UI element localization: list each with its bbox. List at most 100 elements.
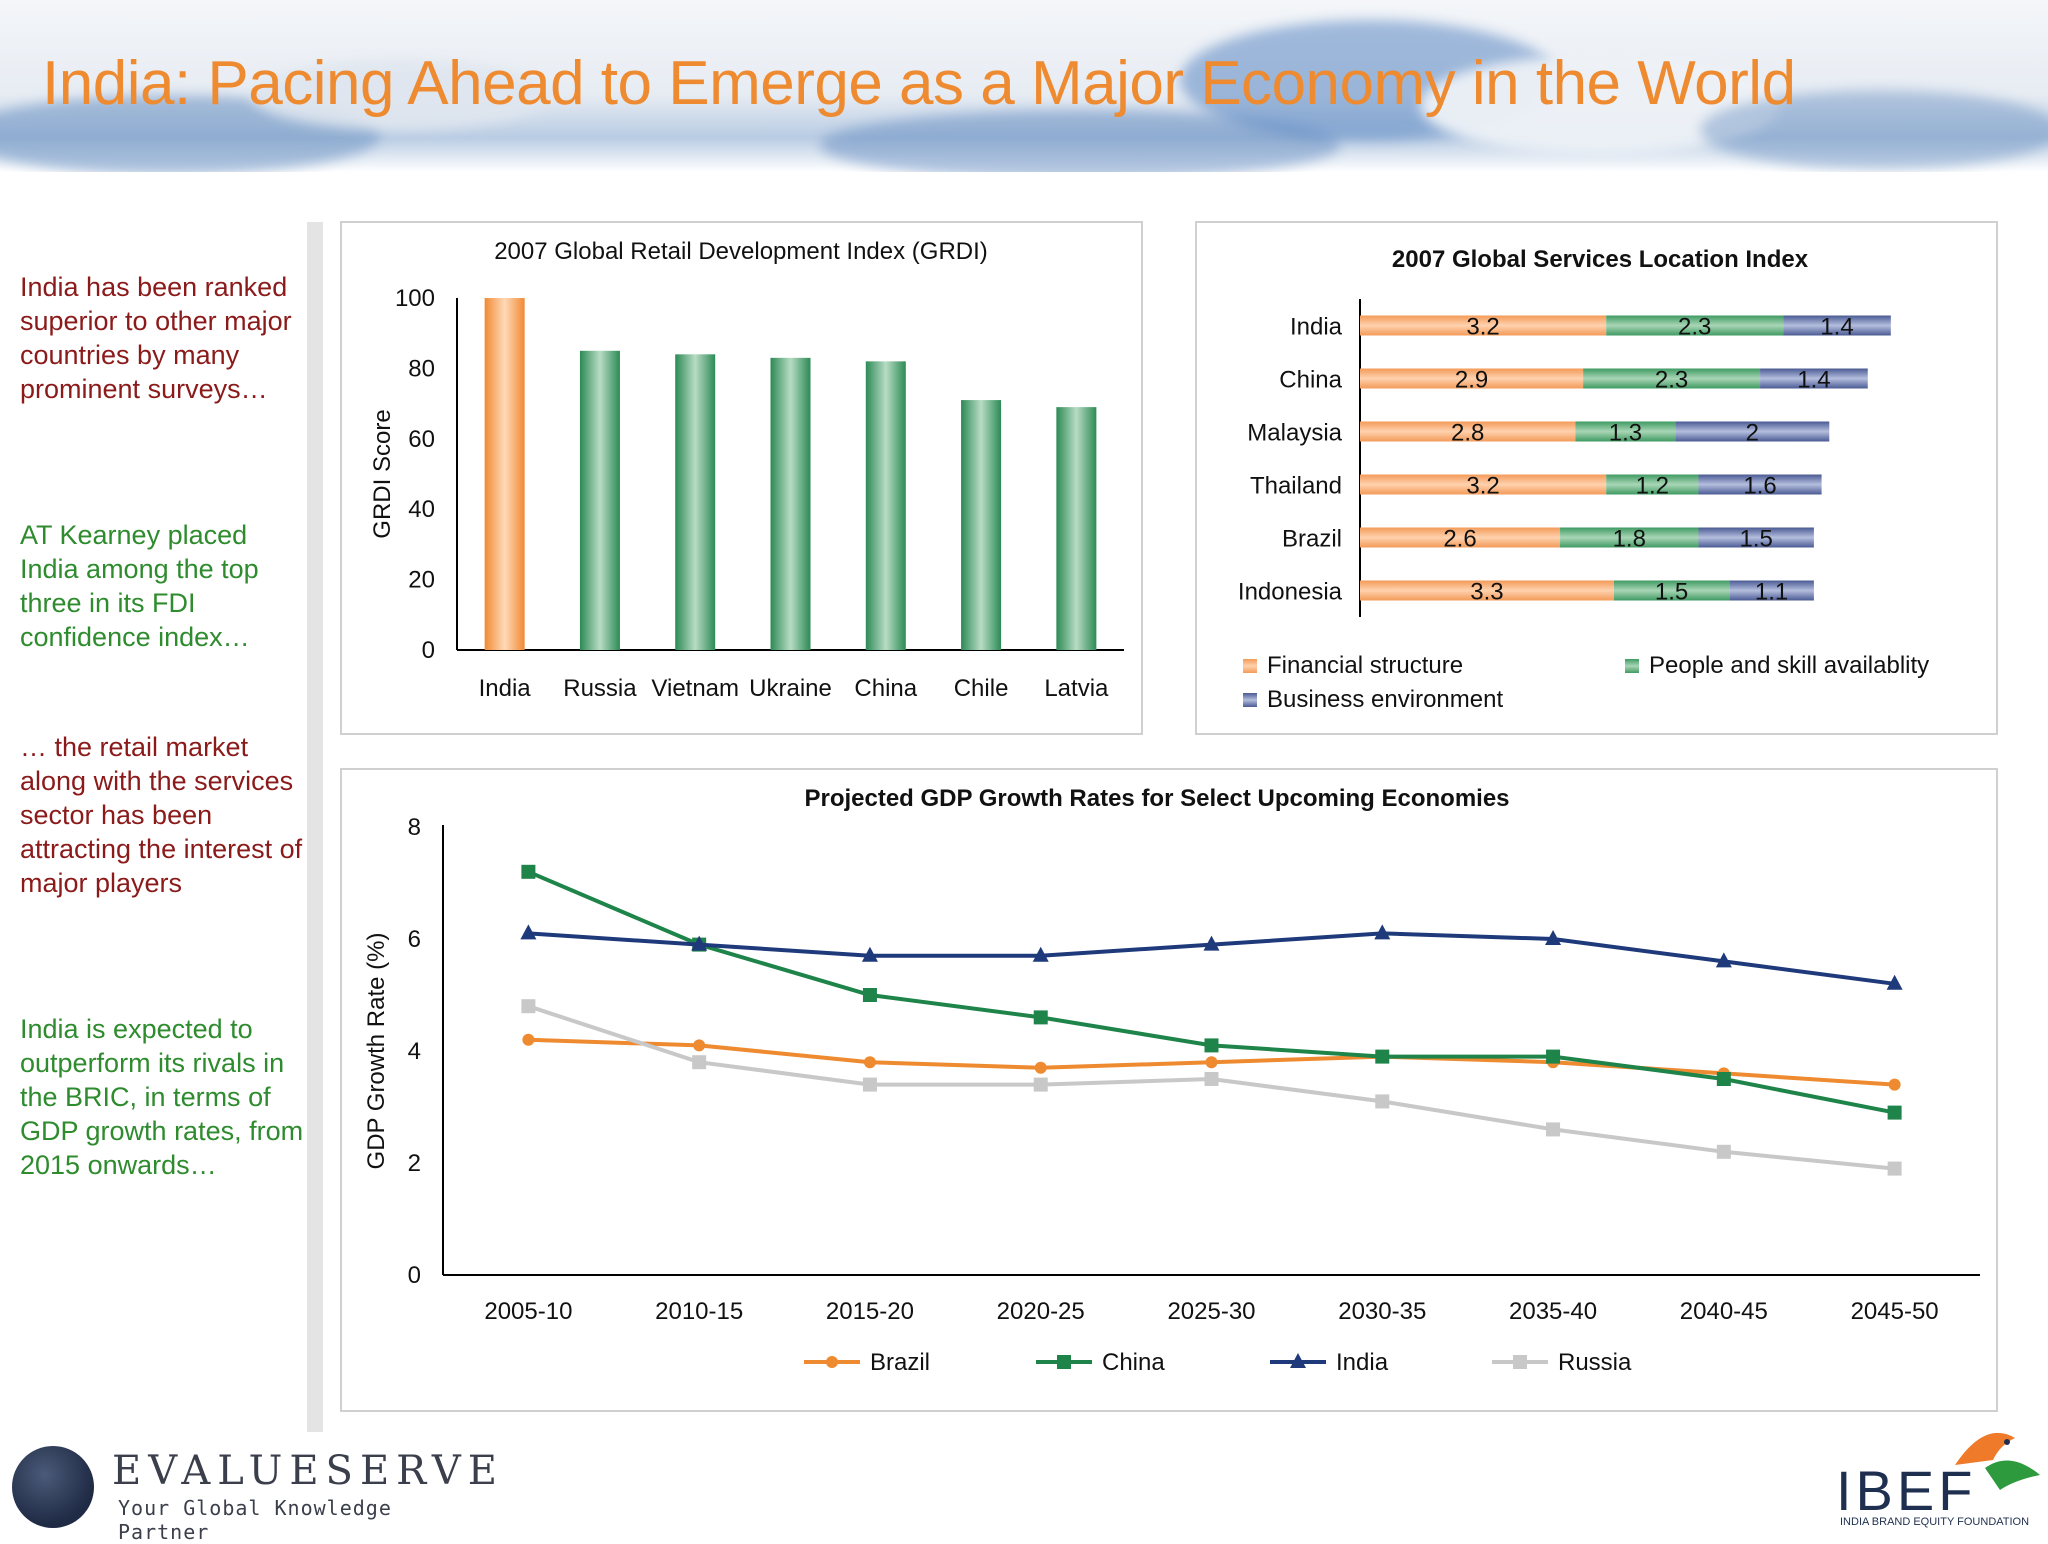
gdp-point-russia xyxy=(1033,1077,1048,1092)
services-legend-label: Financial structure xyxy=(1267,652,1463,679)
gdp-point-china xyxy=(1546,1049,1561,1064)
services-data-label: 1.6 xyxy=(1743,473,1776,500)
gdp-legend-label: India xyxy=(1336,1349,1389,1376)
gdp-legend-marker xyxy=(1290,1353,1306,1368)
gdp-point-brazil xyxy=(1205,1056,1218,1069)
services-data-label: 2 xyxy=(1746,420,1759,447)
sidebar-note-3: … the retail market along with the servi… xyxy=(20,732,303,898)
services-bar-segment xyxy=(1360,580,1614,601)
services-bar-segment xyxy=(1360,315,1607,336)
gdp-legend-label: China xyxy=(1102,1349,1165,1376)
services-data-label: 1.8 xyxy=(1613,526,1646,553)
services-bar-segment xyxy=(1698,474,1822,495)
grdi-bar-india xyxy=(484,298,525,650)
gdp-point-china xyxy=(1375,1049,1390,1064)
services-bar-segment xyxy=(1760,368,1868,389)
services-data-label: 1.1 xyxy=(1755,579,1788,606)
services-data-label: 1.5 xyxy=(1740,526,1773,553)
gdp-point-india xyxy=(1374,924,1391,940)
ibef-bird-icon xyxy=(1955,1432,2040,1490)
sidebar-note-2: AT Kearney placed India among the top th… xyxy=(20,520,259,652)
gdp-legend-label: Russia xyxy=(1558,1349,1632,1376)
grdi-bar-china xyxy=(865,361,906,650)
services-data-label: 1.4 xyxy=(1797,367,1830,394)
grdi-y-axis-label: GRDI Score xyxy=(369,409,396,538)
grdi-x-tick-label: Chile xyxy=(954,675,1009,702)
grdi-x-tick-label: Latvia xyxy=(1044,675,1109,702)
services-chart-title: 2007 Global Services Location Index xyxy=(1392,246,1809,273)
gdp-point-russia xyxy=(1204,1072,1219,1086)
gdp-point-brazil xyxy=(863,1056,876,1069)
gdp-x-tick-label: 2045-50 xyxy=(1851,1298,1939,1325)
services-data-label: 3.3 xyxy=(1470,579,1503,606)
gdp-x-tick-label: 2025-30 xyxy=(1167,1298,1255,1325)
grdi-y-tick-label: 60 xyxy=(408,426,435,453)
gdp-point-brazil xyxy=(693,1039,706,1052)
gdp-point-india xyxy=(1886,974,1903,990)
gdp-point-china xyxy=(1204,1038,1219,1053)
gdp-point-russia xyxy=(521,999,536,1014)
grdi-x-tick-label: India xyxy=(479,675,532,702)
grdi-bar-ukraine xyxy=(770,357,811,650)
grdi-y-tick-label: 20 xyxy=(408,567,435,594)
gdp-x-tick-label: 2030-35 xyxy=(1338,1298,1426,1325)
services-category-label: Brazil xyxy=(1282,526,1342,553)
services-data-label: 1.3 xyxy=(1609,420,1642,447)
grdi-bar-vietnam xyxy=(675,354,716,650)
gdp-y-axis-label: GDP Growth Rate (%) xyxy=(363,933,390,1170)
gdp-point-china xyxy=(862,988,877,1002)
gdp-x-tick-label: 2020-25 xyxy=(997,1298,1085,1325)
services-category-label: Thailand xyxy=(1250,473,1342,500)
gdp-x-tick-label: 2035-40 xyxy=(1509,1298,1597,1325)
gdp-point-india xyxy=(1203,935,1220,951)
gdp-point-brazil xyxy=(1034,1061,1047,1074)
page-title: India: Pacing Ahead to Emerge as a Major… xyxy=(42,49,1796,118)
services-bar-segment xyxy=(1360,421,1576,442)
ibef-name: IBEF xyxy=(1836,1459,1977,1522)
gdp-line-russia xyxy=(527,1004,1895,1171)
services-legend-label: People and skill availablity xyxy=(1649,652,1929,679)
evalueserve-tagline: Your Global Knowledge Partner xyxy=(118,1496,392,1544)
gdp-x-tick-label: 2005-10 xyxy=(484,1298,572,1325)
ibef-logo: IBEF INDIA BRAND EQUITY FOUNDATION xyxy=(1830,1420,2045,1530)
sidebar-note-4: India is expected to outperform its riva… xyxy=(20,1014,304,1180)
gdp-growth-chart: Projected GDP Growth Rates for Select Up… xyxy=(363,785,1980,1376)
services-legend-swatch xyxy=(1625,659,1639,673)
services-data-label: 2.6 xyxy=(1443,526,1476,553)
services-data-label: 1.4 xyxy=(1820,314,1853,341)
gdp-x-tick-label: 2040-45 xyxy=(1680,1298,1768,1325)
gdp-point-india xyxy=(861,946,878,962)
gdp-point-russia xyxy=(862,1077,877,1092)
gdp-point-india xyxy=(1545,930,1562,945)
services-category-label: Malaysia xyxy=(1247,420,1342,447)
grdi-bar-chile xyxy=(961,400,1002,650)
gdp-chart-title: Projected GDP Growth Rates for Select Up… xyxy=(804,785,1509,812)
grdi-x-tick-label: China xyxy=(854,675,917,702)
gdp-point-russia xyxy=(692,1055,707,1070)
grdi-y-tick-label: 80 xyxy=(408,355,435,382)
grdi-x-tick-label: Ukraine xyxy=(749,675,832,702)
services-data-label: 1.2 xyxy=(1636,473,1669,500)
gdp-legend-marker xyxy=(1513,1355,1527,1369)
grdi-y-tick-label: 0 xyxy=(422,637,435,664)
gdp-y-tick-label: 0 xyxy=(408,1262,421,1289)
gdp-y-tick-label: 2 xyxy=(408,1150,421,1177)
evalueserve-logo: EVALUESERVE Your Global Knowledge Partne… xyxy=(8,1440,497,1544)
gdp-point-russia xyxy=(1546,1122,1561,1137)
services-data-label: 2.3 xyxy=(1678,314,1711,341)
services-bar-segment xyxy=(1360,527,1561,548)
services-bar-segment xyxy=(1698,527,1814,548)
gdp-point-india xyxy=(1715,952,1732,968)
sidebar-divider xyxy=(307,222,323,1432)
services-bar-segment xyxy=(1575,421,1676,442)
sidebar-note-1: India has been ranked superior to other … xyxy=(20,272,292,404)
gdp-point-brazil xyxy=(522,1033,535,1046)
grdi-chart-panel: 2007 Global Retail Development Index (GR… xyxy=(340,221,1143,735)
gdp-point-russia xyxy=(1716,1144,1731,1159)
services-legend-swatch xyxy=(1243,693,1257,707)
evalueserve-name: EVALUESERVE xyxy=(112,1448,504,1494)
gdp-legend-marker xyxy=(826,1356,838,1368)
services-bar-segment xyxy=(1606,315,1784,336)
gdp-point-china xyxy=(1887,1105,1902,1120)
services-legend-swatch xyxy=(1243,659,1257,673)
